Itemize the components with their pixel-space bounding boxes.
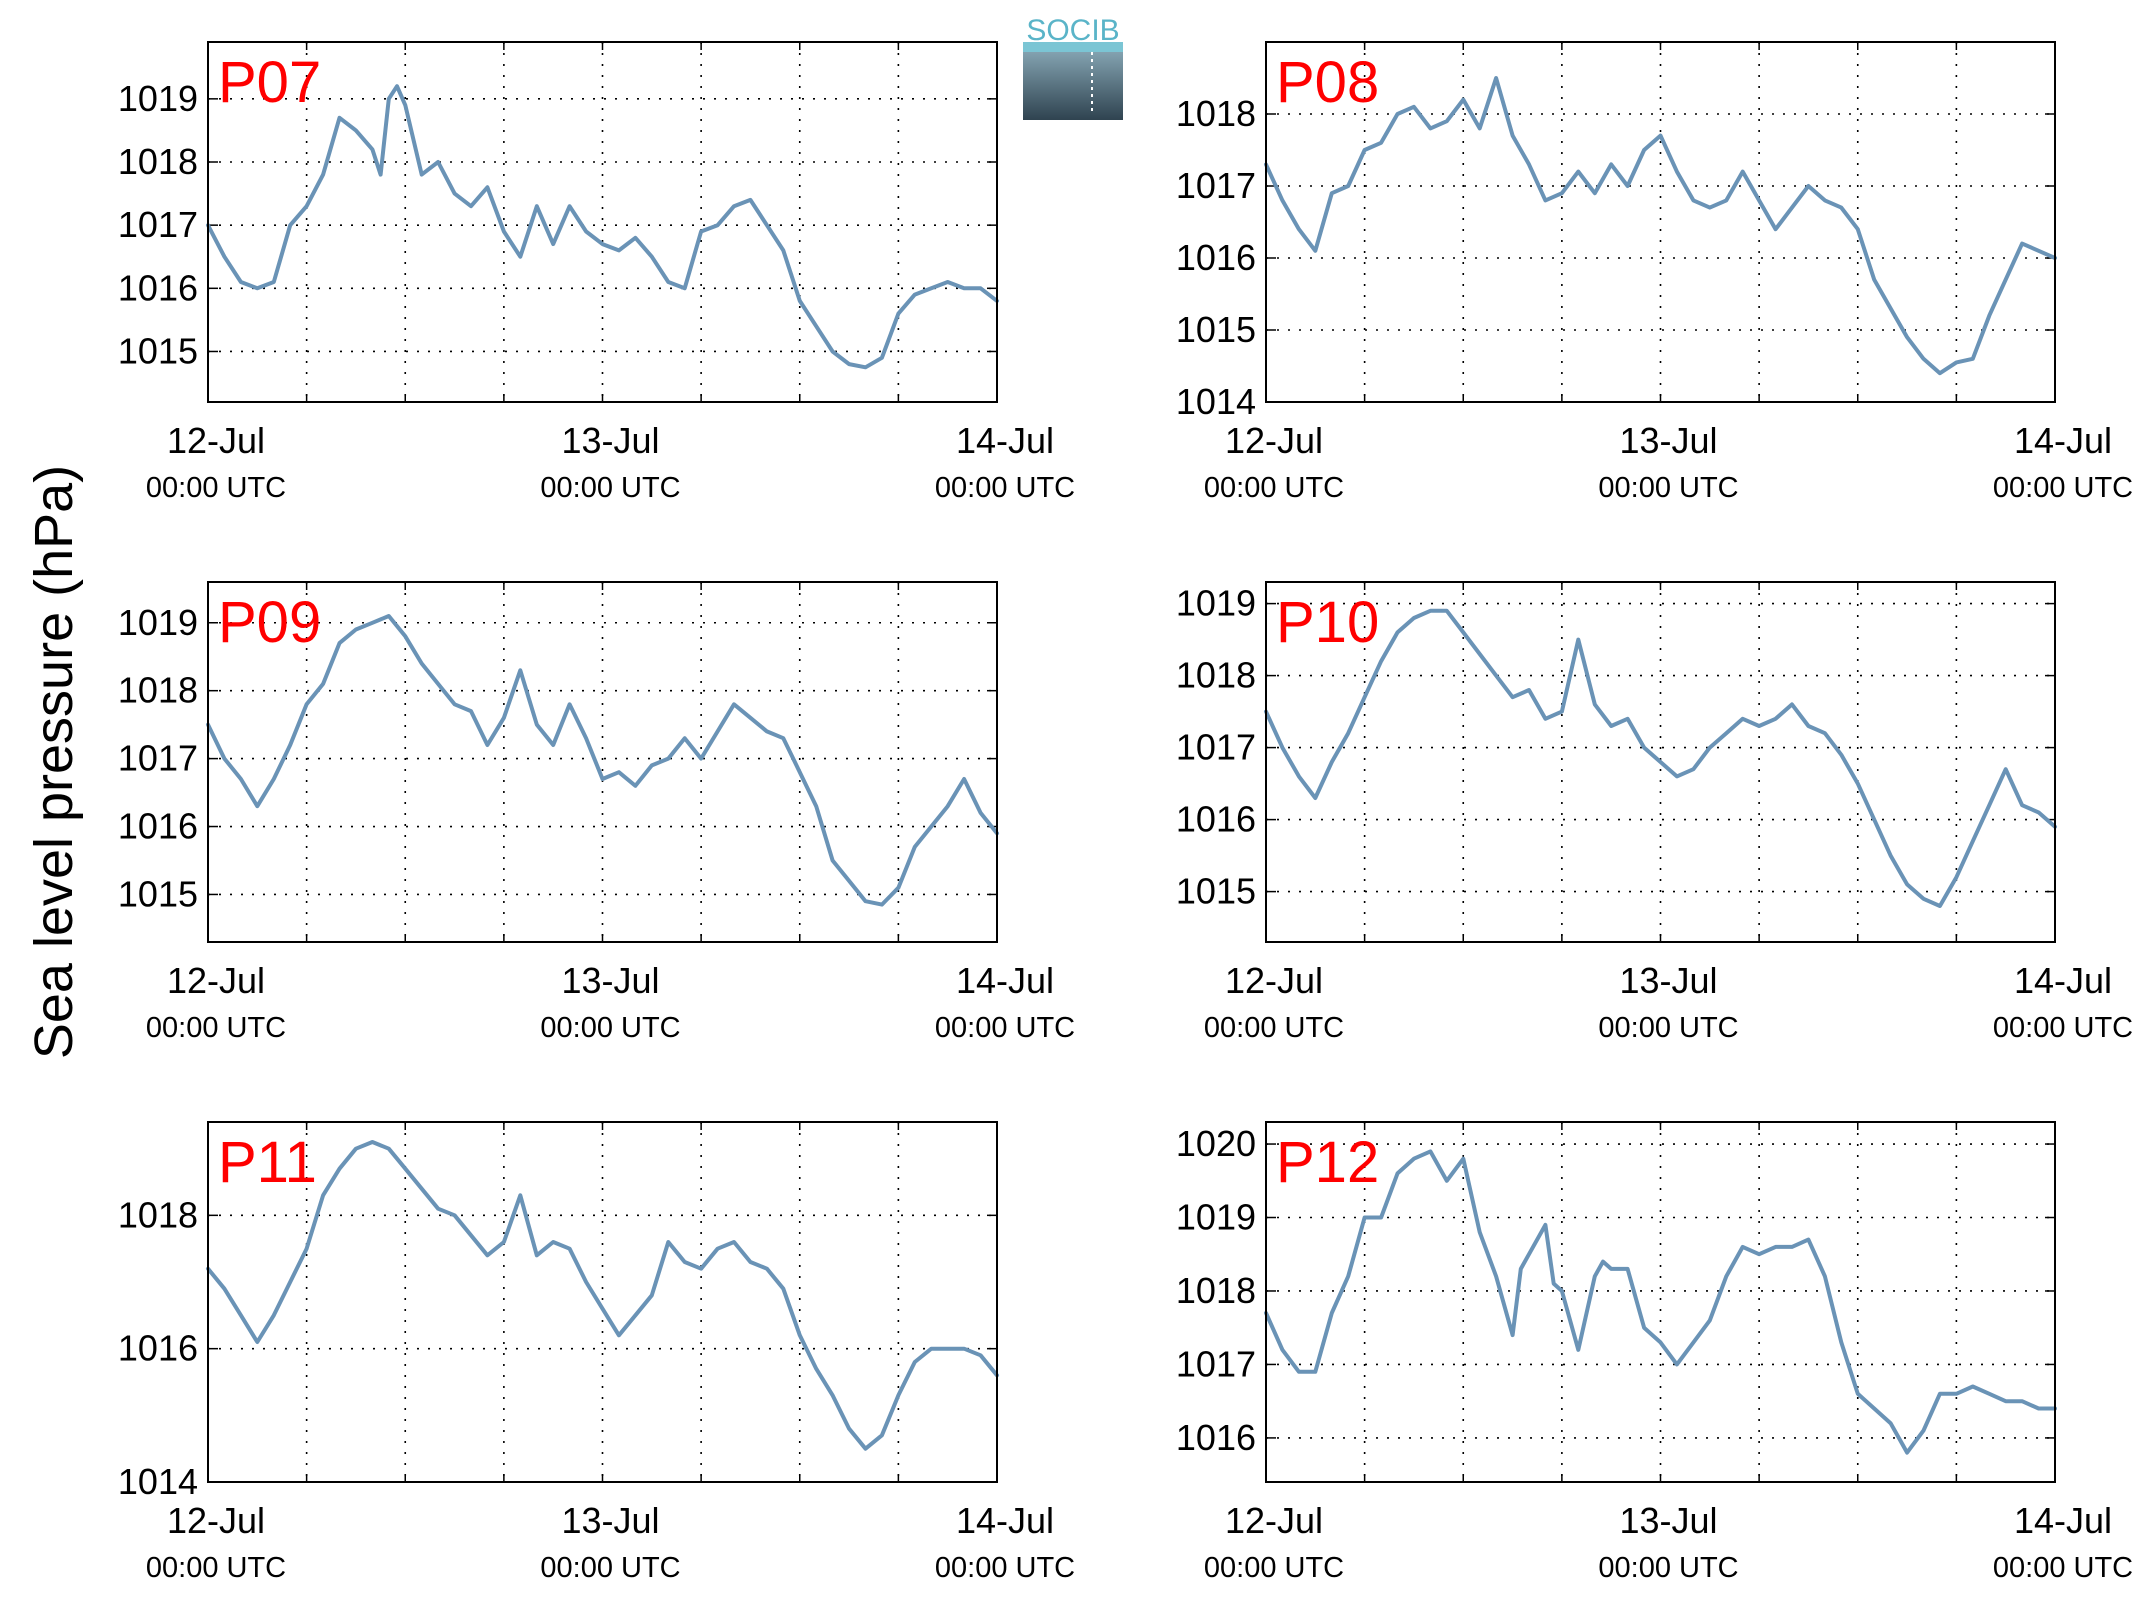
y-tick-label: 1019 bbox=[118, 78, 198, 119]
x-tick-sublabel: 00:00 UTC bbox=[1204, 472, 1344, 504]
y-tick-label: 1014 bbox=[1176, 381, 1256, 422]
y-tick-label: 1018 bbox=[1176, 93, 1256, 134]
x-tick-sublabel: 00:00 UTC bbox=[1598, 472, 1738, 504]
x-tick-sublabel: 00:00 UTC bbox=[146, 1012, 286, 1044]
x-tick-sublabel: 00:00 UTC bbox=[1204, 1012, 1344, 1044]
panel-label: P12 bbox=[1276, 1130, 1379, 1195]
y-axis-label: Sea level pressure (hPa) bbox=[24, 465, 84, 1059]
panel-p07: 1015 1016 1017 1018 1019 12-Jul 00:00 UTC 13-Ju… bbox=[118, 41, 1075, 504]
y-tick-label: 1016 bbox=[1176, 799, 1256, 840]
x-tick-label: 14-Jul bbox=[2014, 960, 2112, 1001]
x-tick-sublabel: 00:00 UTC bbox=[935, 1552, 1075, 1584]
y-tick-label: 1018 bbox=[118, 670, 198, 711]
series-line-p09 bbox=[206, 614, 999, 907]
x-tick-label: 13-Jul bbox=[1619, 960, 1717, 1001]
y-tick-label: 1018 bbox=[1176, 655, 1256, 696]
x-tick-sublabel: 00:00 UTC bbox=[1204, 1552, 1344, 1584]
axes-frame bbox=[1265, 1121, 2056, 1483]
y-tick-label: 1015 bbox=[1176, 309, 1256, 350]
x-tick-sublabel: 00:00 UTC bbox=[540, 472, 680, 504]
x-tick-label: 14-Jul bbox=[956, 1500, 1054, 1541]
y-tick-label: 1019 bbox=[1176, 1197, 1256, 1238]
socib-logo: SOCIB bbox=[1023, 14, 1123, 120]
x-tick-label: 14-Jul bbox=[956, 960, 1054, 1001]
panel-p08: 1014 1015 1016 1017 1018 12-Jul 00:00 UTC 13-Ju… bbox=[1176, 41, 2133, 504]
axes-frame bbox=[207, 1121, 998, 1483]
y-tick-label: 1019 bbox=[118, 602, 198, 643]
x-tick-label: 13-Jul bbox=[1619, 420, 1717, 461]
x-tick-label: 14-Jul bbox=[2014, 1500, 2112, 1541]
y-tick-label: 1018 bbox=[118, 141, 198, 182]
x-tick-sublabel: 00:00 UTC bbox=[1993, 472, 2133, 504]
x-tick-sublabel: 00:00 UTC bbox=[1598, 1552, 1738, 1584]
axes-frame bbox=[1265, 581, 2056, 943]
x-tick-label: 13-Jul bbox=[561, 1500, 659, 1541]
x-tick-sublabel: 00:00 UTC bbox=[1598, 1012, 1738, 1044]
x-tick-sublabel: 00:00 UTC bbox=[540, 1012, 680, 1044]
x-tick-label: 14-Jul bbox=[956, 420, 1054, 461]
y-tick-label: 1016 bbox=[1176, 1417, 1256, 1458]
y-tick-label: 1016 bbox=[118, 267, 198, 308]
x-tick-label: 13-Jul bbox=[561, 420, 659, 461]
panel-p12: 1016 1017 1018 1019 1020 12-Jul 00:00 UTC 13-Ju… bbox=[1176, 1121, 2133, 1584]
y-tick-label: 1015 bbox=[1176, 871, 1256, 912]
panel-label: P07 bbox=[218, 50, 321, 115]
series-line-p10 bbox=[1264, 608, 2057, 908]
x-tick-label: 13-Jul bbox=[1619, 1500, 1717, 1541]
x-tick-label: 12-Jul bbox=[1225, 960, 1323, 1001]
panel-label: P09 bbox=[218, 590, 321, 655]
axes-frame bbox=[207, 581, 998, 943]
y-tick-label: 1016 bbox=[118, 806, 198, 847]
y-tick-label: 1017 bbox=[1176, 727, 1256, 768]
y-tick-label: 1017 bbox=[118, 738, 198, 779]
x-tick-sublabel: 00:00 UTC bbox=[146, 472, 286, 504]
axes-frame bbox=[1265, 41, 2056, 403]
y-tick-label: 1016 bbox=[1176, 237, 1256, 278]
x-tick-label: 12-Jul bbox=[167, 420, 265, 461]
y-tick-label: 1014 bbox=[118, 1461, 198, 1502]
y-tick-label: 1017 bbox=[1176, 1343, 1256, 1384]
y-tick-label: 1020 bbox=[1176, 1123, 1256, 1164]
panel-p09: 1015 1016 1017 1018 1019 12-Jul 00:00 UTC 13-Ju… bbox=[118, 581, 1075, 1044]
y-tick-label: 1018 bbox=[118, 1194, 198, 1235]
x-tick-label: 12-Jul bbox=[1225, 420, 1323, 461]
x-tick-sublabel: 00:00 UTC bbox=[146, 1552, 286, 1584]
y-tick-label: 1015 bbox=[118, 873, 198, 914]
axes-frame bbox=[207, 41, 998, 403]
x-tick-sublabel: 00:00 UTC bbox=[1993, 1012, 2133, 1044]
x-tick-label: 14-Jul bbox=[2014, 420, 2112, 461]
y-tick-label: 1017 bbox=[1176, 165, 1256, 206]
series-line-p07 bbox=[206, 84, 999, 370]
panel-p10: 1015 1016 1017 1018 1019 12-Jul 00:00 UTC 13-Ju… bbox=[1176, 581, 2133, 1044]
logo-text: SOCIB bbox=[1026, 14, 1119, 47]
y-tick-label: 1019 bbox=[1176, 583, 1256, 624]
x-tick-sublabel: 00:00 UTC bbox=[935, 1012, 1075, 1044]
y-tick-label: 1016 bbox=[118, 1328, 198, 1369]
x-tick-label: 12-Jul bbox=[167, 1500, 265, 1541]
series-line-p11 bbox=[206, 1140, 999, 1451]
x-tick-label: 12-Jul bbox=[167, 960, 265, 1001]
panel-label: P10 bbox=[1276, 590, 1379, 655]
panel-p11: 1014 1016 1018 12-Jul 00:00 UTC 13-Jul 00:00 U… bbox=[118, 1121, 1075, 1584]
x-tick-label: 12-Jul bbox=[1225, 1500, 1323, 1541]
panel-label: P11 bbox=[218, 1130, 317, 1195]
series-line-p12 bbox=[1264, 1149, 2057, 1455]
y-tick-label: 1018 bbox=[1176, 1270, 1256, 1311]
x-tick-sublabel: 00:00 UTC bbox=[1993, 1552, 2133, 1584]
panel-label: P08 bbox=[1276, 50, 1379, 115]
x-tick-sublabel: 00:00 UTC bbox=[540, 1552, 680, 1584]
y-tick-label: 1015 bbox=[118, 330, 198, 371]
x-tick-label: 13-Jul bbox=[561, 960, 659, 1001]
y-tick-label: 1017 bbox=[118, 204, 198, 245]
series-line-p08 bbox=[1264, 76, 2057, 376]
x-tick-sublabel: 00:00 UTC bbox=[935, 472, 1075, 504]
